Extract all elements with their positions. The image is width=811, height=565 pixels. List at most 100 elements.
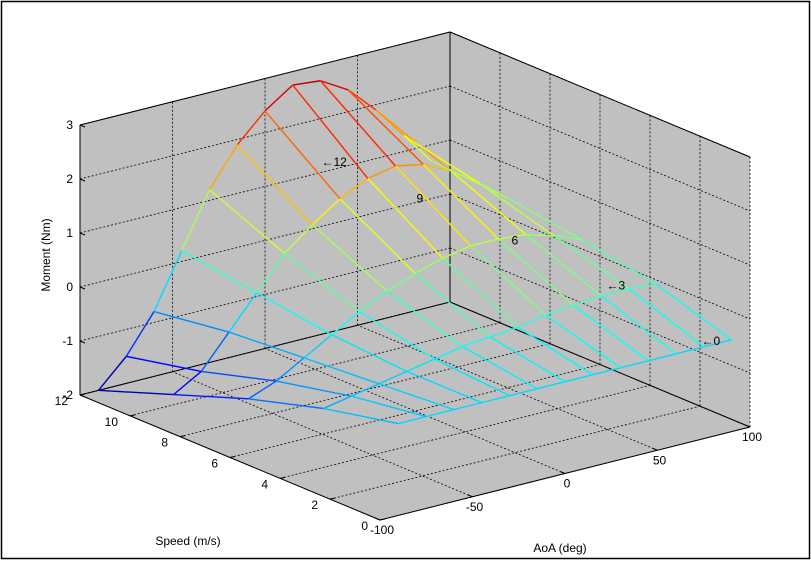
- x-tick-label: -100: [370, 523, 394, 537]
- surface-edge-speed: [311, 224, 388, 292]
- surface-edge-speed: [517, 326, 594, 376]
- surface-edge-speed: [406, 370, 483, 404]
- surface-edge-aoa: [498, 233, 527, 240]
- surface-edge-aoa: [553, 235, 582, 241]
- surface-edge-aoa: [462, 336, 491, 348]
- right-edge-line: [449, 301, 751, 428]
- surface-edge-speed: [450, 170, 527, 236]
- surface-edge-aoa: [350, 383, 380, 397]
- surface-edge-aoa: [434, 345, 463, 360]
- grid-back-z: [79, 193, 451, 288]
- surface-edge-speed: [331, 334, 408, 373]
- z-tick-label: 0: [66, 280, 73, 294]
- grid-floor-y: [179, 343, 551, 438]
- surface-edge-aoa: [256, 252, 286, 294]
- surface-edge-speed: [656, 283, 732, 341]
- y-tick-label: 12: [55, 394, 69, 408]
- surface-edge-speed: [367, 177, 444, 259]
- surface-edge-speed: [292, 84, 369, 179]
- y-tick-mark: [379, 518, 386, 521]
- x-tick-label: 0: [564, 477, 571, 491]
- z-tick-label: -2: [62, 388, 73, 402]
- surface-edge-aoa: [442, 245, 471, 259]
- surface-edge-aoa: [600, 287, 629, 297]
- surface-edge-aoa: [283, 224, 313, 254]
- surface-edge-aoa: [470, 238, 499, 247]
- contour-annotation: 9: [417, 192, 424, 206]
- surface-edge-aoa: [236, 110, 266, 146]
- y-tick-label: 8: [161, 436, 168, 450]
- surface-edge-speed: [461, 346, 538, 390]
- surface-edge-aoa: [403, 134, 432, 162]
- surface-edge-speed: [553, 235, 630, 290]
- surface-edge-speed: [434, 358, 510, 397]
- surface-edge-speed: [489, 336, 566, 383]
- surface-edge-aoa: [264, 84, 294, 112]
- surface-edge-aoa: [378, 370, 408, 385]
- x-tick-label: 50: [653, 453, 667, 467]
- surface-edge-speed: [422, 163, 499, 240]
- surface-edge-aoa: [320, 80, 349, 91]
- surface-edge-speed: [478, 182, 555, 237]
- surface-edge-speed: [126, 355, 202, 373]
- surface-edge-aoa: [628, 283, 657, 290]
- z-tick-mark: [79, 286, 86, 290]
- x-tick-mark: [559, 471, 566, 474]
- y-tick-mark: [279, 476, 286, 479]
- top-back-edge-line: [79, 31, 451, 126]
- surface-edge-speed: [378, 383, 455, 411]
- surface-edge-speed: [319, 80, 397, 167]
- surface-edge-speed: [525, 234, 602, 297]
- surface-edge-aoa: [347, 89, 377, 111]
- y-tick-label: 10: [105, 415, 119, 429]
- y-tick-label: 2: [311, 498, 318, 512]
- grid-floor-y: [129, 322, 501, 417]
- surface-edge-aoa: [573, 294, 602, 306]
- grid-floor-y: [229, 364, 601, 458]
- surface-mesh: [97, 80, 732, 425]
- surface-edge-speed: [470, 245, 546, 316]
- z-tick-mark: [79, 178, 86, 182]
- surface-edge-aoa: [398, 415, 427, 425]
- z-tick-mark: [79, 124, 86, 128]
- surface-edge-aoa: [481, 394, 510, 404]
- surface-edge-aoa: [620, 360, 649, 369]
- y-tick-mark: [229, 456, 236, 458]
- z-tick-label: -1: [62, 334, 73, 348]
- surface-edge-speed: [173, 393, 249, 400]
- surface-edge-speed: [209, 189, 285, 254]
- surface-edge-aoa: [703, 339, 732, 348]
- surface-edge-aoa: [228, 292, 258, 333]
- surface-edge-aoa: [426, 408, 455, 418]
- grid-back-z: [79, 139, 451, 234]
- x-tick-label: -50: [466, 500, 484, 514]
- contour-annotation: ←3: [607, 278, 626, 292]
- grid-floor-y: [329, 405, 701, 500]
- surface-edge-aoa: [537, 381, 566, 390]
- surface-edge-aoa: [545, 304, 574, 316]
- y-tick-mark: [129, 414, 136, 417]
- z-axis-label: Moment (Nm): [39, 218, 53, 291]
- surface-edge-speed: [264, 110, 341, 200]
- surface-edge-speed: [248, 398, 324, 410]
- surface-edge-aoa: [153, 250, 183, 312]
- surface-edge-aoa: [200, 331, 230, 372]
- surface-edge-speed: [201, 370, 277, 382]
- surface-edge-speed: [284, 252, 360, 313]
- surface-edge-speed: [431, 160, 507, 199]
- surface-edge-speed: [359, 310, 435, 360]
- y-tick-mark: [329, 497, 336, 500]
- surface-edge-aoa: [525, 233, 554, 237]
- x-axis-label: AoA (deg): [533, 541, 586, 555]
- x-tick-mark: [744, 424, 751, 428]
- contour-annotation: ←0: [702, 334, 721, 348]
- z-tick-mark: [79, 394, 86, 398]
- z-tick-mark: [79, 340, 86, 344]
- surface-edge-aoa: [648, 353, 677, 362]
- surface-edge-speed: [98, 389, 174, 396]
- surface-edge-speed: [506, 196, 582, 241]
- grid-floor-y: [279, 384, 651, 479]
